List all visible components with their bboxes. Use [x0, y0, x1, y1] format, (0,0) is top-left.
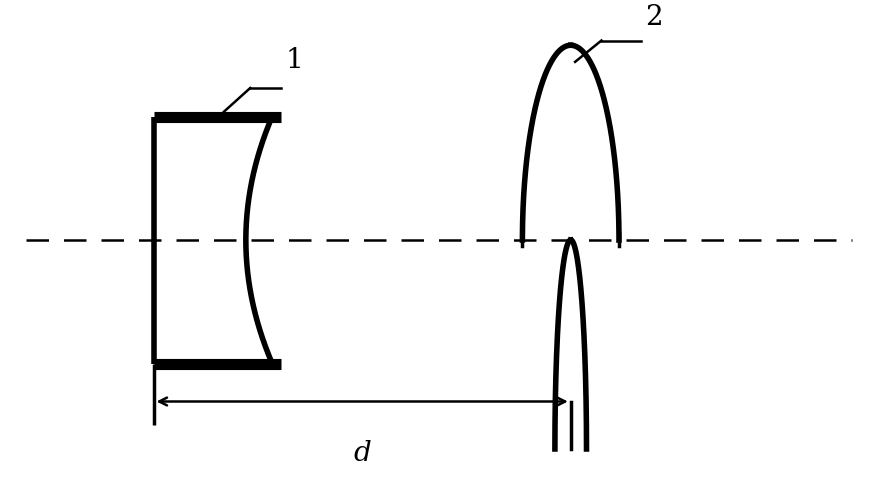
Text: 1: 1	[285, 47, 303, 74]
Text: 2: 2	[645, 4, 662, 31]
Text: d: d	[353, 439, 371, 467]
